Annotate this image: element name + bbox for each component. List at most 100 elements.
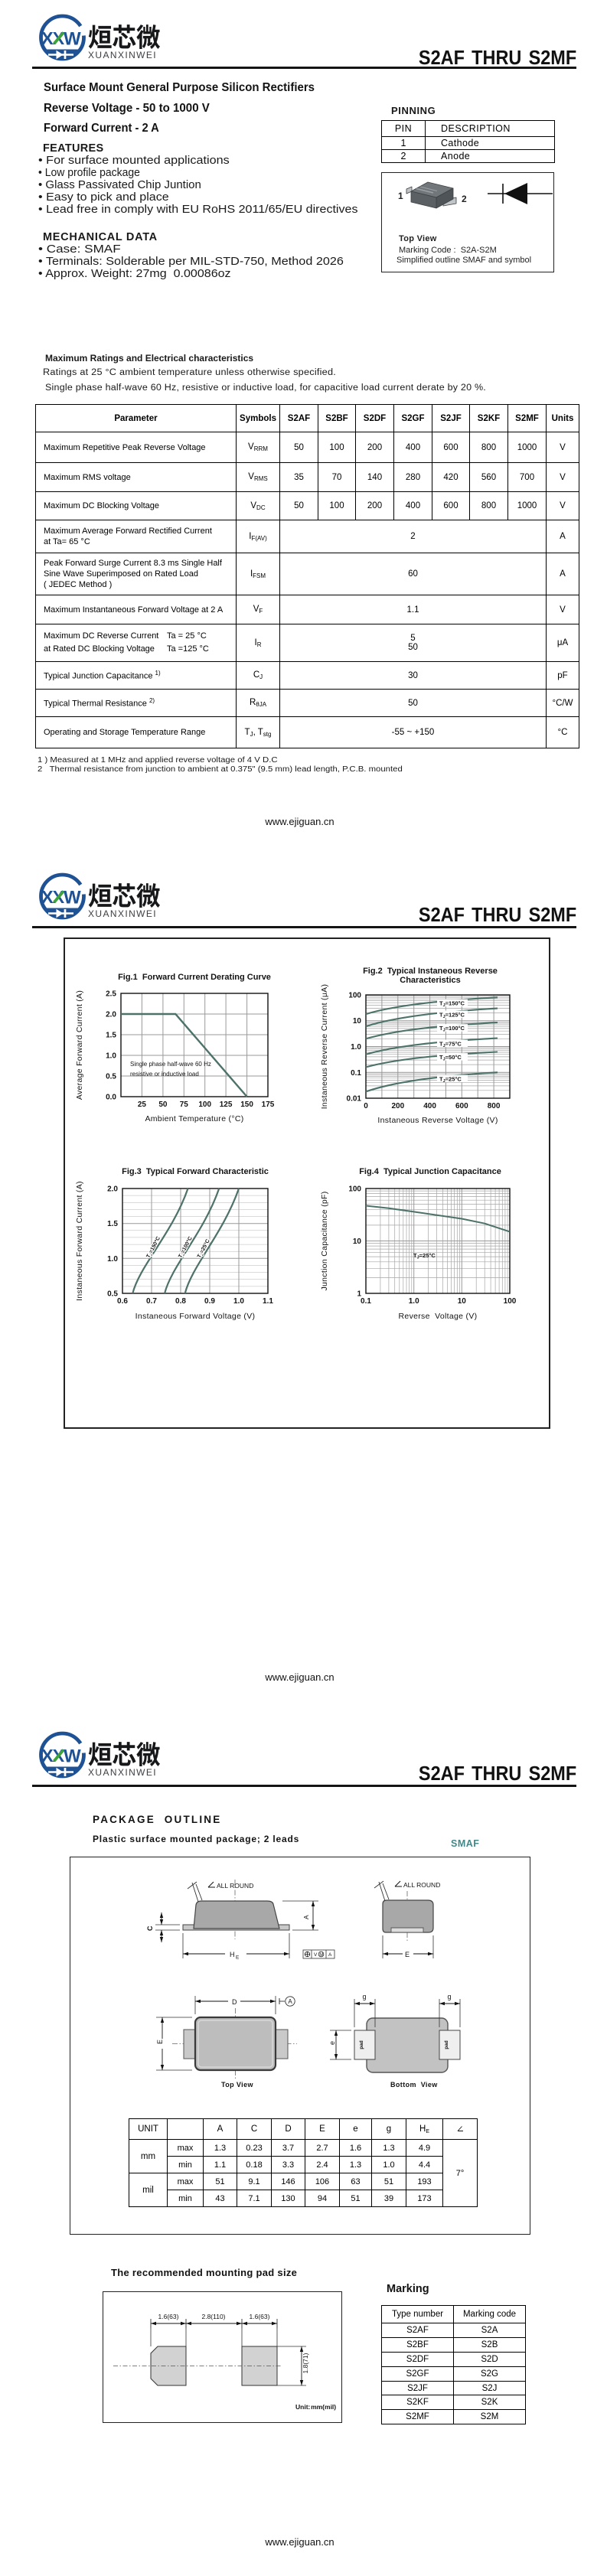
svg-text:0.7: 0.7 <box>146 1297 157 1306</box>
svg-text:TJ=50°C: TJ=50°C <box>439 1054 462 1062</box>
svg-text:X: X <box>41 887 54 907</box>
svg-text:g: g <box>363 1993 367 2000</box>
svg-text:400: 400 <box>423 1102 436 1110</box>
svg-text:1.1: 1.1 <box>263 1297 273 1306</box>
svg-text:125: 125 <box>220 1101 233 1109</box>
svg-text:A: A <box>288 1998 292 2005</box>
svg-text:0.5: 0.5 <box>107 1290 118 1299</box>
svg-text:600: 600 <box>455 1102 468 1110</box>
svg-text:0.1: 0.1 <box>361 1297 371 1306</box>
svg-text:25: 25 <box>138 1101 147 1109</box>
svg-text:2.5: 2.5 <box>106 990 116 999</box>
svg-text:75: 75 <box>180 1101 189 1109</box>
svg-text:1.0: 1.0 <box>409 1297 419 1306</box>
svg-text:10: 10 <box>458 1297 467 1306</box>
svg-text:100: 100 <box>348 992 361 1000</box>
svg-text:2.0: 2.0 <box>106 1011 116 1019</box>
svg-text:E: E <box>405 1951 410 1958</box>
svg-text:Instaneous Reverse Voltage (V): Instaneous Reverse Voltage (V) <box>377 1116 498 1125</box>
svg-text:TJ=75°C: TJ=75°C <box>439 1040 462 1048</box>
svg-text:1.8(71): 1.8(71) <box>302 2353 309 2373</box>
svg-text:1: 1 <box>398 191 403 201</box>
svg-text:W: W <box>64 29 81 50</box>
svg-text:Fig.4 Typical Junction Capaci: Fig.4 Typical Junction Capacitance <box>359 1167 501 1176</box>
svg-text:0.5: 0.5 <box>106 1073 116 1081</box>
svg-text:TJ=150°C: TJ=150°C <box>439 999 465 1008</box>
svg-text:M: M <box>319 1953 323 1958</box>
svg-text:Characteristics: Characteristics <box>400 976 461 985</box>
svg-text:Junction Capacitance (pF): Junction Capacitance (pF) <box>320 1191 329 1290</box>
svg-text:C: C <box>146 1925 154 1931</box>
svg-text:TJ=100°C: TJ=100°C <box>177 1235 194 1260</box>
svg-text:Fig.2 Typical Instaneous Reve: Fig.2 Typical Instaneous Reverse <box>363 967 498 976</box>
svg-text:10: 10 <box>353 1237 362 1246</box>
svg-text:2: 2 <box>462 194 467 204</box>
svg-text:1.5: 1.5 <box>106 1032 116 1040</box>
svg-text:Simplified outline SMAF and sy: Simplified outline SMAF and symbol <box>397 256 531 265</box>
svg-text:Instaneous Forward Voltage (V): Instaneous Forward Voltage (V) <box>135 1312 256 1321</box>
svg-text:1.6(63): 1.6(63) <box>250 2313 270 2320</box>
svg-text:E: E <box>156 2040 164 2044</box>
svg-text:2.8(110): 2.8(110) <box>201 2313 225 2320</box>
svg-text:100: 100 <box>198 1101 211 1109</box>
svg-text:0.1: 0.1 <box>351 1069 361 1078</box>
svg-text:10: 10 <box>353 1017 362 1026</box>
svg-text:Single phase half-wave 60 Hz: Single phase half-wave 60 Hz <box>130 1061 211 1068</box>
svg-text:Average Forward Current (A): Average Forward Current (A) <box>75 990 84 1100</box>
svg-text:W: W <box>64 888 81 908</box>
svg-text:e: e <box>328 2041 336 2045</box>
svg-text:0.8: 0.8 <box>175 1297 186 1306</box>
svg-text:TJ=125°C: TJ=125°C <box>439 1011 465 1019</box>
svg-text:1.5: 1.5 <box>107 1220 118 1228</box>
svg-text:X: X <box>41 1746 54 1766</box>
svg-text:XUANXINWEI: XUANXINWEI <box>88 908 157 919</box>
svg-text:Bottom View: Bottom View <box>390 2081 438 2089</box>
svg-text:pad: pad <box>359 2040 364 2049</box>
svg-text:XUANXINWEI: XUANXINWEI <box>88 50 157 60</box>
svg-text:0.6: 0.6 <box>117 1297 128 1306</box>
svg-text:Top View: Top View <box>221 2081 253 2089</box>
svg-text:1.0: 1.0 <box>233 1297 244 1306</box>
svg-text:150: 150 <box>240 1101 253 1109</box>
svg-text:0.01: 0.01 <box>347 1095 362 1104</box>
svg-text:1.0: 1.0 <box>107 1255 118 1264</box>
svg-text:1.0: 1.0 <box>106 1052 116 1061</box>
svg-text:A: A <box>328 1952 332 1958</box>
svg-text:Fig.1 Forward Current Deratin: Fig.1 Forward Current Derating Curve <box>118 973 271 982</box>
svg-text:E: E <box>236 1955 240 1961</box>
svg-text:1: 1 <box>357 1290 361 1299</box>
svg-text:800: 800 <box>488 1102 501 1110</box>
svg-text:pad: pad <box>444 2040 449 2049</box>
svg-text:Fig.3 Typical Forward Charact: Fig.3 Typical Forward Characteristic <box>122 1167 269 1176</box>
svg-text:0.0: 0.0 <box>106 1094 116 1102</box>
svg-text:200: 200 <box>391 1102 404 1110</box>
svg-text:0.9: 0.9 <box>204 1297 215 1306</box>
svg-text:TJ=25°C: TJ=25°C <box>413 1252 436 1260</box>
svg-text:V: V <box>314 1952 318 1958</box>
svg-text:Marking Code : S2A-S2M: Marking Code : S2A-S2M <box>399 246 497 255</box>
svg-text:X: X <box>41 28 54 48</box>
svg-text:100: 100 <box>504 1297 517 1306</box>
svg-text:2.0: 2.0 <box>107 1185 118 1194</box>
svg-text:1.0: 1.0 <box>351 1043 361 1052</box>
svg-text:Unit: mm(mil): Unit: mm(mil) <box>295 2403 336 2411</box>
svg-text:TJ=100°C: TJ=100°C <box>439 1025 465 1033</box>
svg-text:Reverse Voltage (V): Reverse Voltage (V) <box>399 1312 478 1321</box>
svg-text:g: g <box>448 1993 452 2000</box>
svg-text:100: 100 <box>348 1185 361 1194</box>
svg-text:Ambient Temperature (°C): Ambient Temperature (°C) <box>145 1114 243 1123</box>
svg-text:resistive or inductive load: resistive or inductive load <box>130 1071 199 1078</box>
svg-text:ALL ROUND: ALL ROUND <box>403 1881 440 1889</box>
svg-text:1.6(63): 1.6(63) <box>158 2313 179 2320</box>
svg-text:D: D <box>232 1998 237 2006</box>
svg-text:W: W <box>64 1746 81 1767</box>
svg-text:XUANXINWEI: XUANXINWEI <box>88 1767 157 1778</box>
svg-text:50: 50 <box>158 1101 168 1109</box>
svg-text:TJ=150°C: TJ=150°C <box>145 1235 163 1260</box>
svg-text:175: 175 <box>262 1101 275 1109</box>
svg-text:Top View: Top View <box>399 234 437 243</box>
svg-text:TJ=25°C: TJ=25°C <box>439 1075 462 1084</box>
svg-text:H: H <box>230 1951 235 1958</box>
svg-text:0: 0 <box>364 1102 368 1110</box>
svg-text:Instaneous Forward Current (A): Instaneous Forward Current (A) <box>75 1181 84 1301</box>
